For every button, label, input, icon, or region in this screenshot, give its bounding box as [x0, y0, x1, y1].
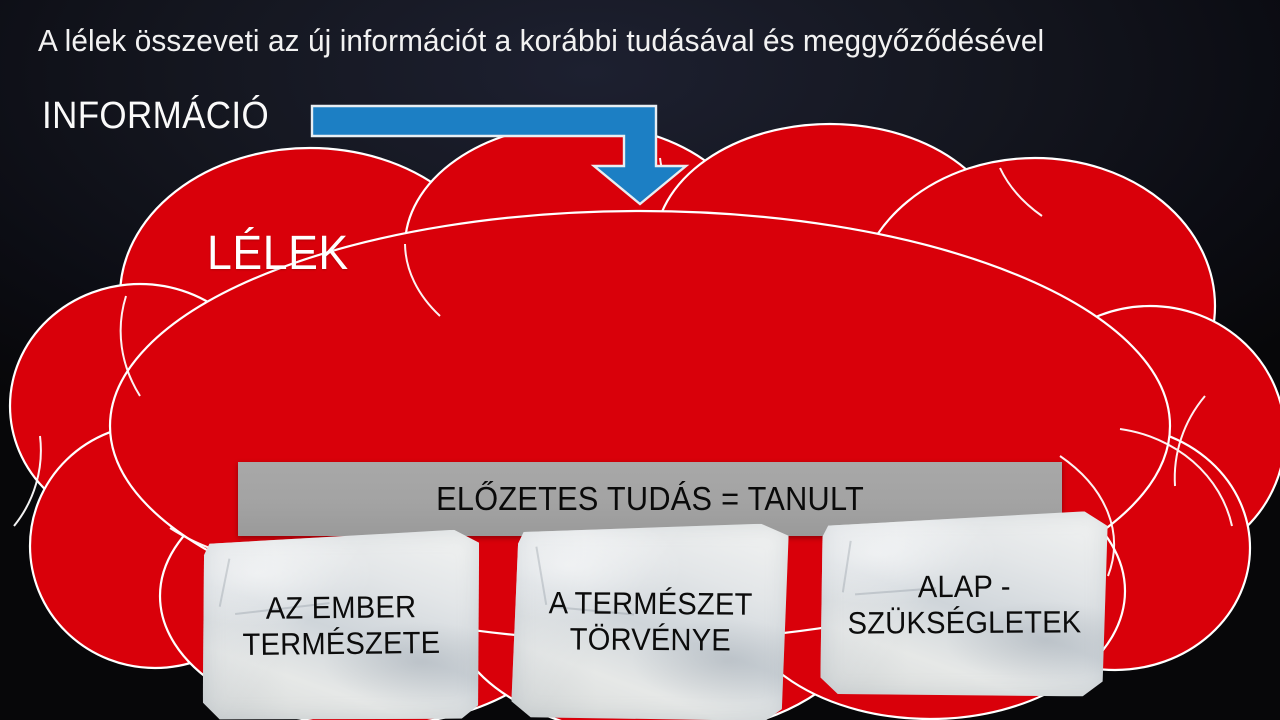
stone-block-human-nature: AZ EMBER TERMÉSZETE [201, 530, 481, 720]
stone-label-line2: SZÜKSÉGLETEK [847, 603, 1082, 641]
page-title: A lélek összeveti az új információt a ko… [38, 23, 1045, 58]
cloud-seam [13, 435, 42, 527]
stone-block-law-of-nature: A TERMÉSZET TÖRVÉNYE [511, 522, 788, 720]
stone-label-line2: TÖRVÉNYE [569, 620, 731, 658]
cloud-seam [999, 167, 1043, 217]
cloud-seam [119, 295, 141, 397]
stone-label-line1: AZ EMBER [265, 588, 417, 626]
stone-crack [219, 559, 231, 608]
stone-label-line2: TERMÉSZETE [242, 624, 441, 662]
stone-block-label: ALAP - SZÜKSÉGLETEK [841, 568, 1086, 641]
stone-block-label: AZ EMBER TERMÉSZETE [236, 588, 446, 662]
cloud-seam [404, 243, 441, 317]
cloud-seam [1119, 428, 1233, 527]
stone-block-basic-needs: ALAP - SZÜKSÉGLETEK [820, 511, 1109, 698]
soul-label: LÉLEK [207, 227, 349, 280]
prior-knowledge-banner-label: ELŐZETES TUDÁS = TANULT [436, 480, 864, 517]
stone-label-line1: A TERMÉSZET [548, 584, 753, 622]
stone-block-label: A TERMÉSZET TÖRVÉNYE [542, 585, 758, 659]
cloud-seam [1173, 395, 1206, 487]
information-label: INFORMÁCIÓ [42, 95, 270, 137]
arrow-path [310, 104, 690, 206]
stone-label-line1: ALAP - [917, 568, 1011, 604]
elbow-arrow-down-icon [300, 92, 720, 220]
